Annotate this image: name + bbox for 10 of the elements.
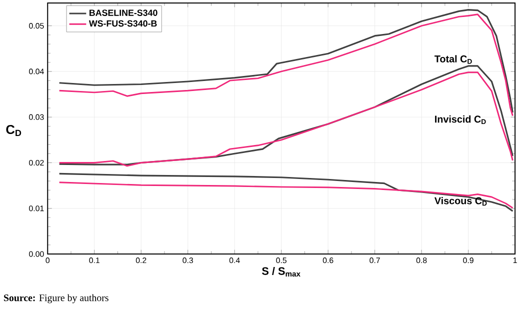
legend-label: WS-FUS-S340-B [88, 20, 157, 27]
y-axis-title: C$_{D}$ [6, 125, 22, 136]
line-series [58, 173, 514, 212]
annotation: Inviscid C$_{D}$ [435, 116, 486, 124]
annotation: Total C$_{D}$ [434, 55, 472, 64]
text: Source: Figure by authors [4, 294, 108, 304]
annotation: Viscous C$_{D}$ [434, 197, 487, 206]
x-axis-title: S / S$_{max}$ [262, 267, 300, 277]
line-series [58, 182, 514, 209]
legend-label: BASELINE-S340 [90, 10, 158, 16]
